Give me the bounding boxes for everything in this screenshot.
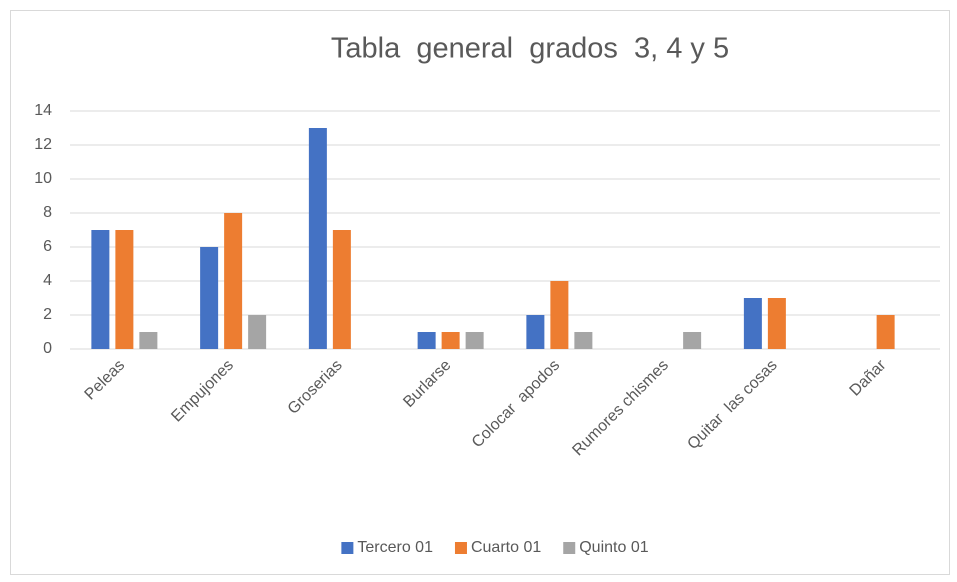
bar [465, 332, 484, 349]
bar [526, 315, 545, 349]
bar [876, 315, 895, 349]
legend-swatch [563, 542, 576, 554]
bar [224, 213, 243, 349]
bar [139, 332, 158, 349]
bar [417, 332, 436, 349]
legend-swatch [341, 542, 354, 554]
bar [550, 281, 569, 349]
y-tick-label: 10 [34, 170, 52, 187]
y-tick-label: 0 [43, 340, 52, 357]
bar [441, 332, 460, 349]
bar [248, 315, 267, 349]
legend-label: Quinto 01 [579, 539, 648, 556]
bar [91, 230, 110, 349]
bar [308, 128, 327, 349]
y-tick-label: 6 [43, 238, 52, 255]
bar [332, 230, 351, 349]
bar [743, 298, 762, 349]
y-tick-label: 2 [43, 306, 52, 323]
y-tick-label: 8 [43, 204, 52, 221]
bar [115, 230, 134, 349]
y-tick-label: 12 [34, 136, 52, 153]
y-tick-label: 14 [34, 102, 52, 119]
bar [574, 332, 593, 349]
bar [767, 298, 786, 349]
y-tick-label: 4 [43, 272, 52, 289]
legend-label: Cuarto 01 [471, 539, 541, 556]
bar [200, 247, 219, 349]
chart-border [10, 10, 950, 575]
legend-label: Tercero 01 [357, 539, 433, 556]
bar [683, 332, 702, 349]
legend-swatch [454, 542, 467, 554]
chart-title: Tabla general grados 3, 4 y 5 [331, 33, 729, 65]
